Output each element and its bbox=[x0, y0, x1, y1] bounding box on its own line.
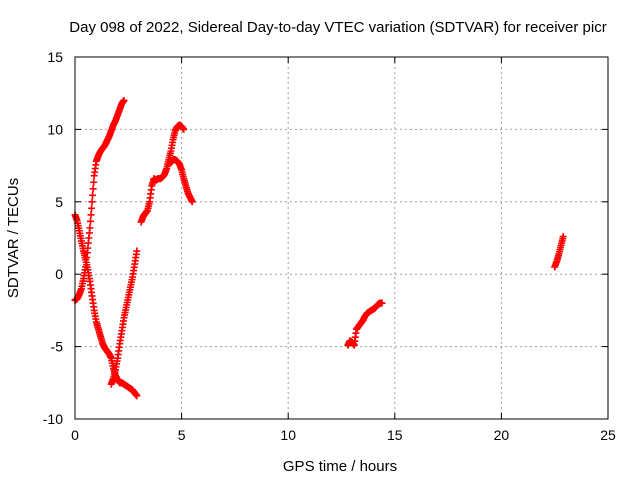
y-tick-label: 10 bbox=[47, 121, 63, 137]
data-point bbox=[89, 185, 97, 193]
data-point bbox=[88, 198, 96, 206]
data-point bbox=[120, 96, 128, 104]
chart-title: Day 098 of 2022, Sidereal Day-to-day VTE… bbox=[69, 19, 606, 36]
data-point bbox=[133, 392, 141, 400]
data-point bbox=[87, 211, 95, 219]
x-tick-label: 0 bbox=[71, 427, 79, 443]
data-points bbox=[71, 96, 567, 400]
y-tick-label: -5 bbox=[51, 339, 64, 355]
grid-lines bbox=[74, 56, 609, 420]
data-point bbox=[180, 125, 188, 133]
y-tick-label: 5 bbox=[55, 194, 63, 210]
y-tick-label: 0 bbox=[55, 266, 63, 282]
data-point bbox=[378, 299, 386, 307]
y-tick-label: -10 bbox=[43, 411, 63, 427]
x-tick-label: 20 bbox=[494, 427, 510, 443]
x-tick-label: 5 bbox=[178, 427, 186, 443]
data-point bbox=[188, 198, 196, 206]
x-axis-label: GPS time / hours bbox=[283, 458, 397, 475]
data-point bbox=[86, 224, 94, 232]
x-tick-label: 15 bbox=[387, 427, 403, 443]
y-tick-label: 15 bbox=[47, 49, 63, 65]
plot-frame bbox=[74, 56, 609, 420]
data-point bbox=[88, 204, 96, 212]
x-tick-label: 10 bbox=[280, 427, 296, 443]
data-point bbox=[559, 233, 567, 241]
y-axis-label: SDTVAR / TECUs bbox=[5, 178, 22, 298]
tick-labels: 0 5 10 15 20 25 -10 -5 0 5 10 15 bbox=[43, 49, 616, 443]
data-point bbox=[133, 247, 141, 255]
data-point bbox=[86, 217, 94, 225]
data-point bbox=[89, 191, 97, 199]
data-point bbox=[90, 178, 98, 186]
x-tick-label: 25 bbox=[600, 427, 616, 443]
